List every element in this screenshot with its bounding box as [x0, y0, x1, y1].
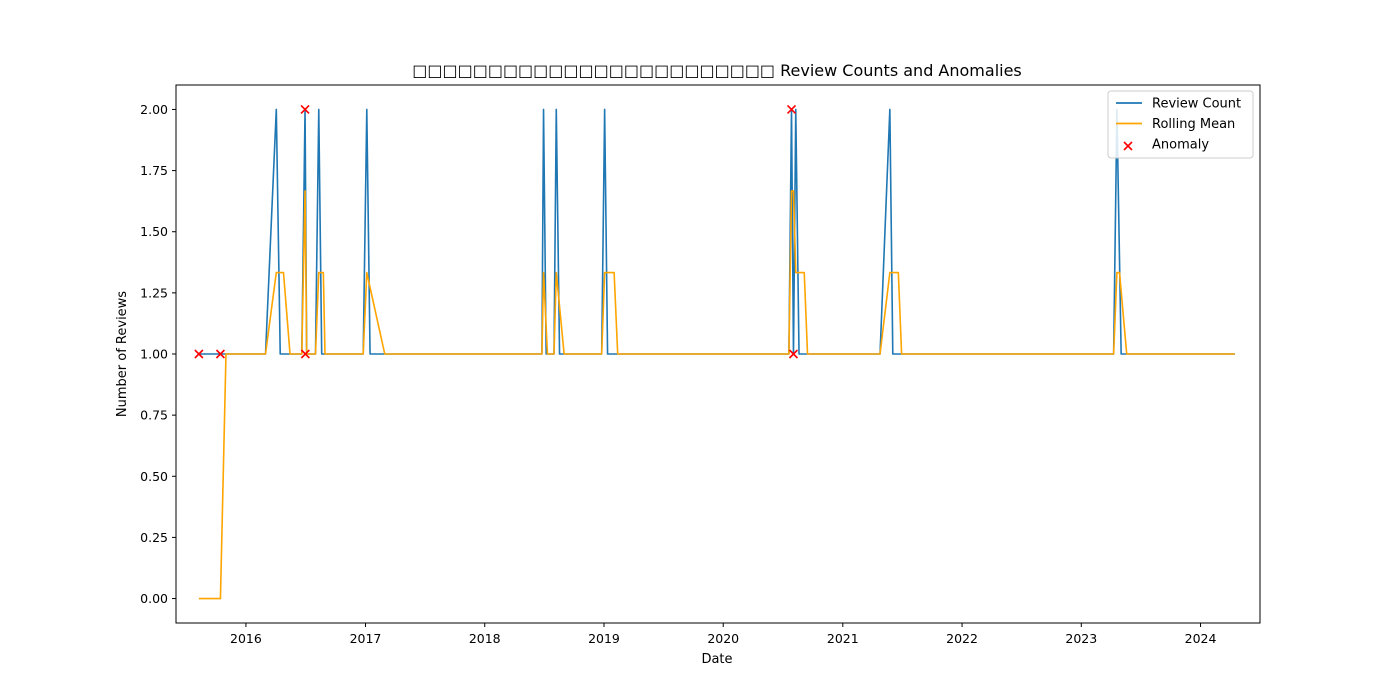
plot-area [175, 84, 1261, 624]
legend-entry: Rolling Mean [1116, 117, 1235, 132]
y-tick-label: 0.50 [140, 469, 168, 484]
x-tick-label: 2018 [469, 631, 501, 646]
y-axis: 0.00 0.25 0.50 0.75 1.00 1.25 1.50 1.75 2.00 [140, 102, 176, 606]
legend-entry: Review Count [1116, 97, 1241, 112]
x-tick-label: 2021 [827, 631, 859, 646]
anomaly-marker [300, 104, 310, 115]
legend: Review Count Rolling Mean Anomaly [1107, 90, 1254, 159]
x-tick-label: 2016 [230, 631, 262, 646]
y-tick-label: 1.75 [140, 163, 168, 178]
legend-label: Review Count [1152, 97, 1241, 112]
y-axis-label: Number of Reviews [115, 291, 130, 417]
y-tick-label: 2.00 [140, 102, 168, 117]
y-tick-label: 1.25 [140, 285, 168, 300]
anomaly-marker [786, 104, 797, 115]
x-tick-label: 2023 [1065, 631, 1097, 646]
anomaly-marker [788, 349, 799, 359]
anomaly-marker [194, 349, 204, 359]
legend-box [1107, 90, 1254, 159]
legend-entry: Anomaly [1123, 138, 1209, 153]
x-axis: 2016 2017 2018 2019 2020 2021 2022 2023 2024 [230, 623, 1216, 646]
x-tick-label: 2017 [350, 631, 382, 646]
x-tick-label: 2020 [707, 631, 739, 646]
y-tick-label: 0.00 [140, 591, 168, 606]
anomaly-marker [300, 349, 310, 359]
x-tick-label: 2019 [588, 631, 620, 646]
x-tick-label: 2022 [946, 631, 978, 646]
y-tick-label: 1.50 [140, 224, 168, 239]
series-line-1 [198, 190, 1235, 600]
y-tick-label: 0.75 [140, 408, 168, 423]
chart-title: □□□□□□□□□□□□□□□□□□□□□□□□ Review Counts a… [412, 61, 1022, 80]
x-axis-label: Date [701, 652, 732, 667]
legend-label: Rolling Mean [1152, 117, 1235, 132]
y-tick-label: 0.25 [140, 530, 168, 545]
x-tick-label: 2024 [1185, 631, 1217, 646]
anomaly-marker [215, 349, 225, 359]
legend-label: Anomaly [1152, 138, 1209, 153]
y-tick-label: 1.00 [140, 347, 168, 362]
